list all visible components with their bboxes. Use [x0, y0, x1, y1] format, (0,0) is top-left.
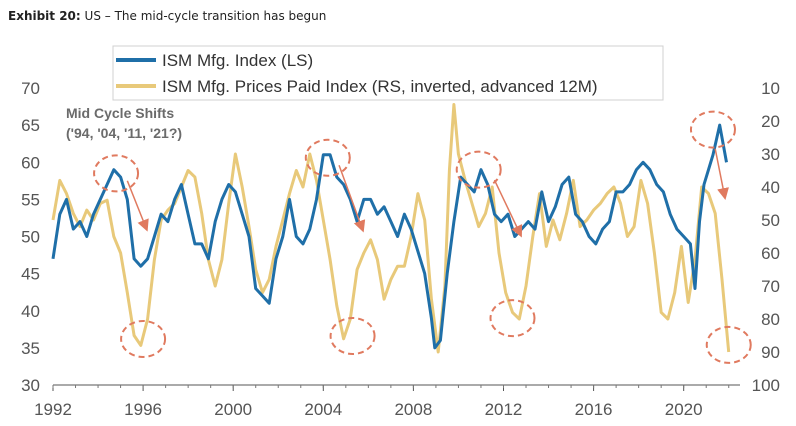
series-prices — [51, 103, 731, 354]
y-left-tick-label: 65 — [21, 116, 40, 135]
chart-axes: 1992 1996 2000 2004 2008 2012 2016 2020 70 65 60 55… — [21, 79, 780, 419]
legend: ISM Mfg. Index (LS) ISM Mfg. Prices Paid… — [112, 45, 664, 101]
y-left-tick-label: 50 — [21, 228, 40, 247]
annotation-shapes — [93, 110, 752, 364]
trend-arrow — [126, 180, 149, 232]
dashed-circle-marker — [304, 138, 351, 177]
prices-paid-line — [51, 103, 731, 354]
x-tick-label: 2016 — [575, 400, 613, 419]
y-left-tick-label: 70 — [21, 79, 40, 98]
trend-arrow — [493, 179, 523, 238]
x-tick-label: 2008 — [394, 400, 432, 419]
y-left-tick-label: 35 — [21, 339, 40, 358]
dashed-circle-marker — [93, 154, 140, 193]
y-left-tick-label: 45 — [21, 265, 40, 284]
annotation-text: Mid Cycle Shifts ('94, '04, '11, '21?) — [66, 105, 182, 141]
y-right-tick-label: 70 — [761, 277, 780, 296]
x-tick-label: 2004 — [304, 400, 342, 419]
y-right-tick-label: 80 — [761, 310, 780, 329]
series-ism — [51, 123, 728, 350]
exhibit-caption: US – The mid-cycle transition has begun — [84, 9, 327, 23]
dashed-circle-marker — [489, 299, 536, 338]
x-tick-label: 1996 — [124, 400, 162, 419]
trend-arrow — [714, 148, 729, 201]
y-left-tick-label: 60 — [21, 153, 40, 172]
x-tick-label: 1992 — [34, 400, 72, 419]
y-right-tick-label: 50 — [761, 211, 780, 230]
y-right-tick-label: 10 — [761, 79, 780, 98]
y-right-tick-label: 60 — [761, 244, 780, 263]
exhibit-title: Exhibit 20: US – The mid-cycle transitio… — [8, 9, 326, 23]
dashed-circle-marker — [689, 110, 736, 149]
dashed-circle-marker — [120, 319, 167, 358]
x-tick-label: 2020 — [665, 400, 703, 419]
annotation-line-2: ('94, '04, '11, '21?) — [66, 125, 182, 141]
legend-box — [112, 45, 664, 101]
y-right-tick-label: 20 — [761, 112, 780, 131]
y-right-tick-label: 100 — [752, 376, 780, 395]
legend-label-ism: ISM Mfg. Index (LS) — [162, 51, 313, 70]
x-tick-label: 2012 — [485, 400, 523, 419]
annotation-line-1: Mid Cycle Shifts — [66, 105, 174, 121]
dashed-circle-marker — [705, 325, 752, 364]
trend-arrow — [338, 164, 366, 233]
y-left-tick-label: 30 — [21, 376, 40, 395]
y-right-tick-label: 90 — [761, 343, 780, 362]
ism-index-line — [51, 123, 728, 350]
dashed-circle-marker — [329, 316, 376, 355]
y-left-tick-label: 55 — [21, 190, 40, 209]
y-left-tick-label: 40 — [21, 302, 40, 321]
x-tick-label: 2000 — [214, 400, 252, 419]
dashed-circle-marker — [455, 150, 502, 189]
legend-label-prices: ISM Mfg. Prices Paid Index (RS, inverted… — [162, 77, 598, 96]
y-right-tick-label: 40 — [761, 178, 780, 197]
y-right-tick-label: 30 — [761, 145, 780, 164]
exhibit-label: Exhibit 20: — [8, 9, 81, 23]
